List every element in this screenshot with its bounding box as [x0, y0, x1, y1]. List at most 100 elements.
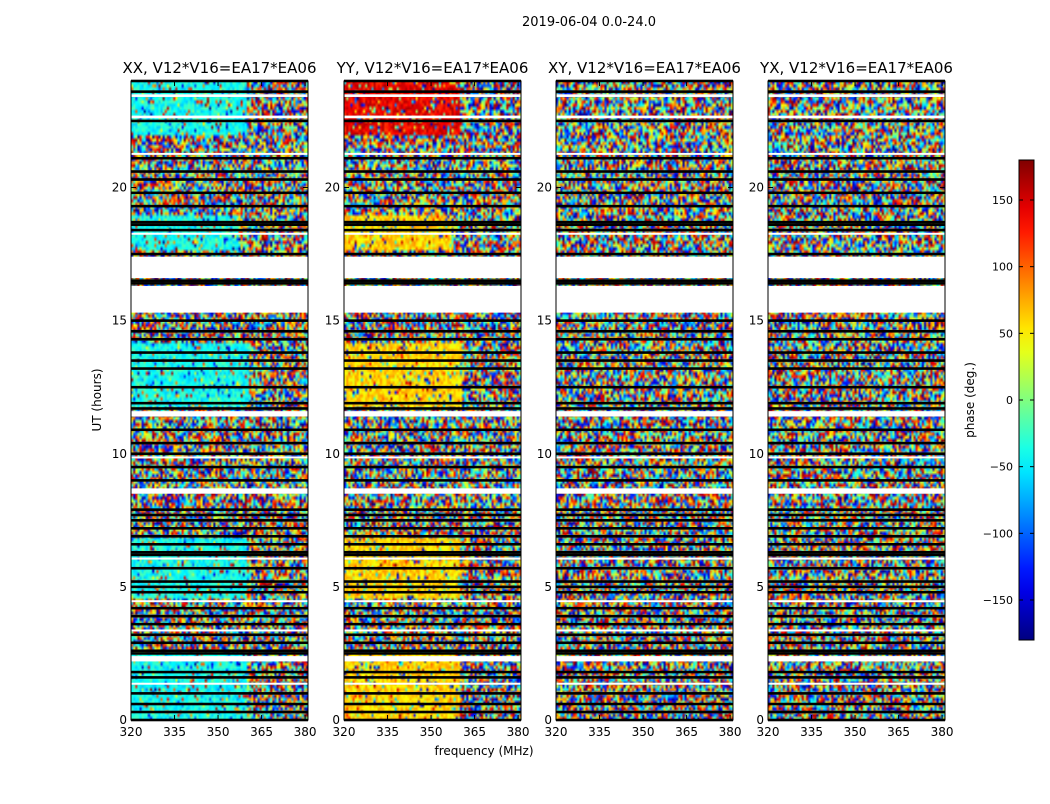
flagged-time-line [131, 580, 308, 583]
flagged-time-line [768, 204, 945, 208]
flagged-time-line [344, 319, 521, 322]
flagged-time-line [768, 367, 945, 370]
flagged-time-line [768, 652, 945, 655]
flagged-time-line [768, 590, 945, 594]
flagged-time-line [131, 359, 308, 362]
flagged-time-line [556, 550, 733, 554]
blank-time-range [768, 152, 945, 155]
flagged-time-line [344, 702, 521, 706]
flagged-time-line [344, 513, 521, 517]
flagged-time-line [131, 508, 308, 511]
flagged-time-line [344, 614, 521, 618]
blank-time-range [556, 115, 733, 119]
y-tick-label: 20 [749, 181, 764, 195]
flagged-time-line [556, 527, 733, 530]
flagged-time-line [768, 385, 945, 389]
flagged-time-line [344, 652, 521, 655]
flagged-time-line [768, 710, 945, 714]
flagged-time-line [768, 614, 945, 618]
flagged-time-line [768, 676, 945, 679]
flagged-time-line [344, 279, 521, 282]
flagged-time-line [556, 702, 733, 706]
flagged-time-line [344, 204, 521, 208]
panel-frame [343, 80, 522, 721]
blank-time-range [131, 411, 308, 417]
flagged-time-line [131, 279, 308, 282]
panel-title: YY, V12*V16=EA17*EA06 [336, 59, 529, 77]
x-tick-label: 350 [632, 725, 655, 739]
flagged-time-line [131, 178, 308, 181]
flagged-time-line [768, 465, 945, 469]
flagged-time-line [344, 401, 521, 405]
y-tick-label: 10 [537, 447, 552, 461]
flagged-time-line [768, 119, 945, 123]
y-tick-label: 20 [112, 181, 127, 195]
flagged-time-line [131, 566, 308, 570]
blank-time-range [344, 411, 521, 417]
panel-3: XY, V12*V16=EA17*EA06 320 335 350 365 380 0 5 10… [537, 59, 742, 739]
flagged-time-line [556, 191, 733, 195]
blank-time-range [556, 629, 733, 632]
colorbar-tick-label: 50 [999, 327, 1013, 340]
flagged-time-line [131, 550, 308, 554]
panel-frame [130, 80, 309, 721]
flagged-time-line [768, 228, 945, 232]
blank-time-range [768, 256, 945, 279]
flagged-time-line [131, 401, 308, 405]
flagged-time-line [344, 692, 521, 695]
flagged-time-line [556, 282, 733, 285]
flagged-time-line [556, 534, 733, 538]
y-tick-label: 5 [332, 580, 340, 594]
flagged-time-line [556, 367, 733, 370]
flagged-time-line [556, 223, 733, 227]
flagged-time-line [556, 676, 733, 679]
blank-time-range [768, 115, 945, 119]
flagged-time-line [556, 385, 733, 389]
panel-1: XX, V12*V16=EA17*EA06 320 335 350 365 380 0 5 10… [112, 59, 317, 739]
flagged-time-line [131, 590, 308, 594]
flagged-time-line [768, 170, 945, 173]
colorbar-tick-label: −50 [990, 461, 1013, 474]
flagged-time-line [768, 633, 945, 637]
flagged-time-line [344, 519, 521, 522]
flagged-time-line [131, 282, 308, 285]
panel-frame [555, 80, 734, 721]
blank-time-range [131, 629, 308, 632]
flagged-time-line [556, 513, 733, 517]
flagged-time-line [344, 359, 521, 362]
chart-suptitle: 2019-06-04 0.0-24.0 [522, 15, 656, 30]
x-tick-label: 320 [545, 725, 568, 739]
flagged-time-line [768, 359, 945, 362]
x-tick-label: 335 [800, 725, 823, 739]
colorbar-tick-label: 150 [992, 194, 1013, 207]
flagged-time-line [344, 452, 521, 456]
flagged-time-line [556, 633, 733, 637]
flagged-time-line [131, 519, 308, 522]
flagged-time-line [131, 407, 308, 410]
blank-time-range [131, 488, 308, 494]
flagged-time-line [344, 90, 521, 93]
flagged-time-line [556, 119, 733, 123]
blank-time-range [768, 286, 945, 313]
flagged-time-line [768, 519, 945, 522]
blank-time-range [344, 152, 521, 155]
flagged-time-line [131, 534, 308, 538]
flagged-time-line [556, 479, 733, 482]
flagged-time-line [131, 542, 308, 546]
blank-time-range [131, 94, 308, 97]
y-tick-label: 5 [544, 580, 552, 594]
flagged-time-line [556, 178, 733, 181]
x-axis-label: frequency (MHz) [434, 744, 533, 758]
flagged-time-line [768, 641, 945, 645]
y-tick-label: 0 [756, 713, 764, 727]
flagged-time-line [131, 692, 308, 695]
flagged-time-line [768, 508, 945, 511]
flagged-time-line [556, 649, 733, 653]
flagged-time-line [344, 580, 521, 583]
flagged-time-line [768, 566, 945, 570]
x-tick-label: 365 [463, 725, 486, 739]
flagged-time-line [131, 156, 308, 160]
blank-time-range [556, 456, 733, 459]
blank-time-range [556, 656, 733, 662]
blank-time-range [344, 256, 521, 279]
